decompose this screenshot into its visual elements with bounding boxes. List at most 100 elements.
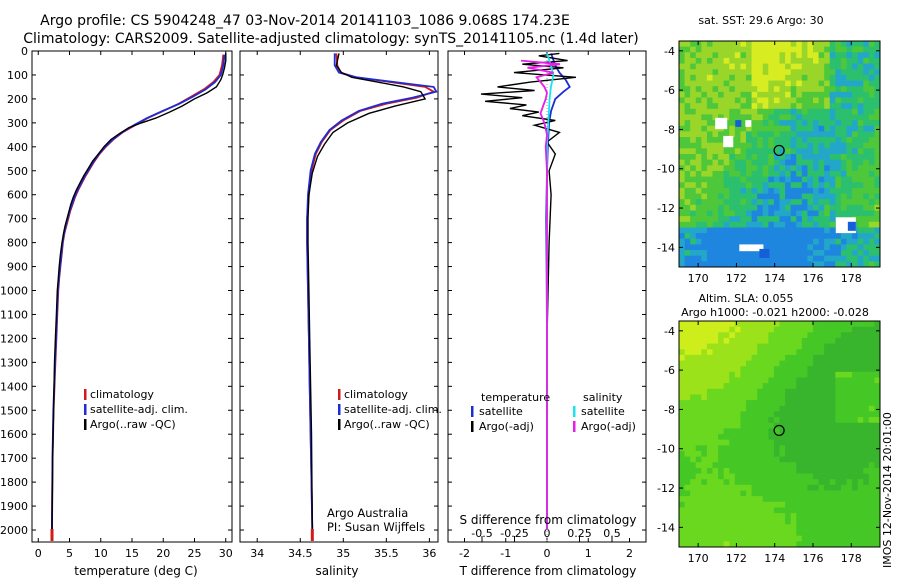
map-cell	[863, 255, 870, 262]
map-cell	[846, 366, 853, 373]
map-cell	[695, 518, 702, 525]
map-cell	[757, 405, 764, 412]
map-cell	[790, 354, 797, 361]
map-cell	[729, 108, 736, 115]
map-cell	[751, 343, 758, 350]
map-cell	[796, 41, 803, 48]
map-cell	[857, 462, 864, 469]
map-cell	[852, 484, 859, 491]
x-tick-label: 34.5	[288, 547, 313, 560]
map-cell	[868, 86, 875, 93]
map-cell	[813, 210, 819, 217]
map-cell	[840, 479, 847, 486]
map-cell	[757, 182, 764, 189]
map-cell	[857, 120, 864, 127]
map-cell	[852, 103, 859, 110]
map-cell	[857, 377, 864, 384]
map-cell	[751, 114, 758, 121]
map-cell	[807, 530, 814, 537]
map-cell	[712, 484, 719, 491]
map-cell	[807, 233, 814, 240]
map-cell	[690, 422, 697, 429]
map-cell	[729, 366, 736, 373]
map-cell	[746, 91, 752, 98]
map-cell	[874, 148, 881, 155]
map-cell	[874, 377, 881, 384]
map-cell	[723, 41, 730, 48]
map-cell	[807, 513, 814, 520]
map-cell	[734, 182, 741, 189]
map-cell	[863, 148, 870, 155]
map-cell	[734, 422, 741, 429]
map-cell	[712, 255, 719, 262]
map-cell	[690, 366, 697, 373]
map-cell	[824, 114, 831, 121]
map-cell	[790, 233, 797, 240]
map-cell	[840, 148, 847, 155]
map-cell	[712, 428, 719, 435]
map-cell	[718, 321, 725, 328]
map-cell	[818, 204, 825, 211]
map-cell	[824, 193, 831, 200]
map-cell	[829, 388, 836, 395]
map-cell	[824, 74, 831, 81]
map-cell	[868, 120, 875, 127]
map-cell	[824, 337, 831, 344]
map-cell	[868, 388, 875, 395]
map-cell	[785, 120, 792, 127]
map-cell	[824, 69, 831, 76]
map-cell	[679, 131, 685, 138]
map-cell	[857, 484, 864, 491]
map-cell	[679, 411, 685, 418]
map-cell	[718, 417, 725, 424]
map-cell	[779, 518, 786, 525]
map-cell	[857, 456, 864, 463]
map-cell	[695, 97, 702, 104]
map-cell	[807, 337, 814, 344]
map-cell	[729, 371, 736, 378]
map-cell	[835, 233, 842, 240]
map-cell	[768, 103, 775, 110]
map-cell	[690, 210, 697, 217]
map-cell	[746, 46, 752, 53]
map-cell	[835, 445, 842, 452]
map-cell	[706, 518, 713, 525]
map-cell	[729, 400, 736, 407]
map-cell	[734, 176, 741, 183]
map-cell	[835, 210, 842, 217]
map-cell	[773, 80, 780, 87]
map-cell	[801, 479, 808, 486]
map-cell	[723, 233, 730, 240]
legend-label: Argo(..raw -QC)	[90, 418, 176, 431]
map-cell	[723, 439, 730, 446]
map-cell	[706, 354, 713, 361]
map-cell	[785, 524, 792, 531]
map-cell	[874, 227, 881, 234]
map-cell	[762, 428, 769, 435]
map-cell	[840, 125, 847, 132]
map-cell	[840, 187, 847, 194]
map-cell	[768, 250, 775, 257]
map-cell	[773, 210, 780, 217]
map-cell	[762, 187, 769, 194]
x-tick-label: 174	[764, 272, 785, 285]
map-cell	[757, 354, 764, 361]
map-cell	[813, 80, 819, 87]
map-cell	[712, 63, 719, 70]
map-cell	[746, 114, 752, 121]
map-cell	[773, 103, 780, 110]
map-cell	[768, 530, 775, 537]
map-cell	[751, 524, 758, 531]
map-cell	[690, 170, 697, 177]
map-cell	[874, 142, 881, 149]
missing-data-patch	[739, 244, 764, 252]
map-cell	[818, 490, 825, 497]
map-cell	[729, 462, 736, 469]
map-cell	[690, 332, 697, 339]
map-cell	[863, 159, 870, 166]
map-cell	[790, 360, 797, 367]
map-cell	[734, 233, 741, 240]
map-cell	[701, 371, 708, 378]
map-cell	[846, 199, 853, 206]
map-cell	[757, 233, 764, 240]
